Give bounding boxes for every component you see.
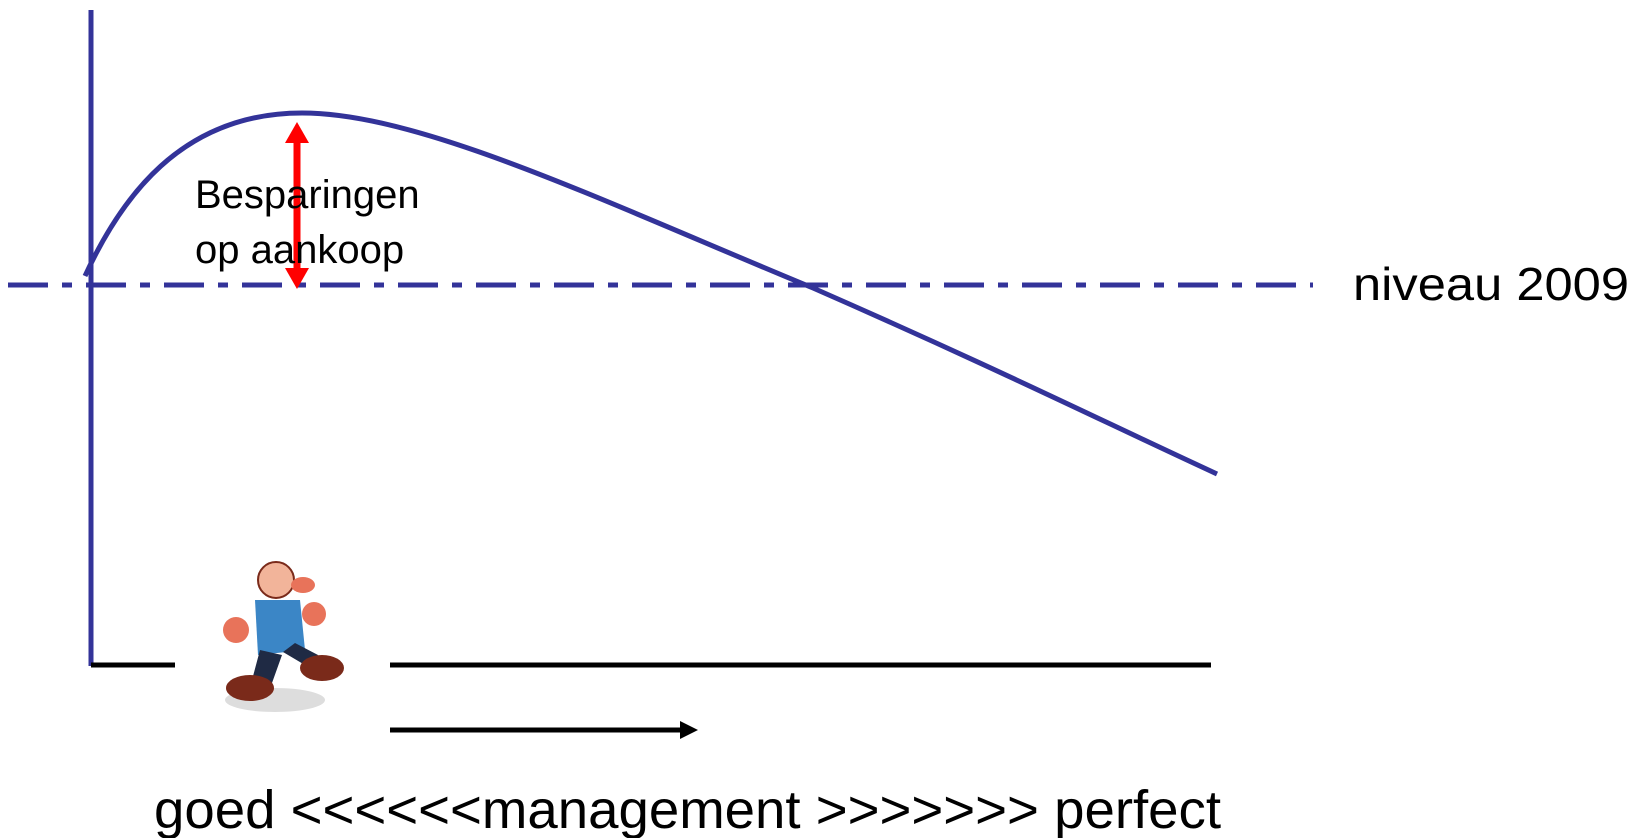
reference-label: niveau 2009 bbox=[1353, 258, 1629, 310]
cost-curve bbox=[82, 110, 1219, 477]
annotation: op aankoop bbox=[195, 228, 404, 272]
x-axis-label: goed <<<<<<management >>>>>>> perfect bbox=[154, 780, 1221, 838]
running-man-illustration bbox=[179, 531, 390, 740]
savings-arrowhead bbox=[285, 268, 309, 289]
savings-arrowhead bbox=[285, 122, 309, 143]
direction-arrowhead bbox=[680, 721, 698, 739]
annotation: Besparingen bbox=[195, 173, 420, 217]
